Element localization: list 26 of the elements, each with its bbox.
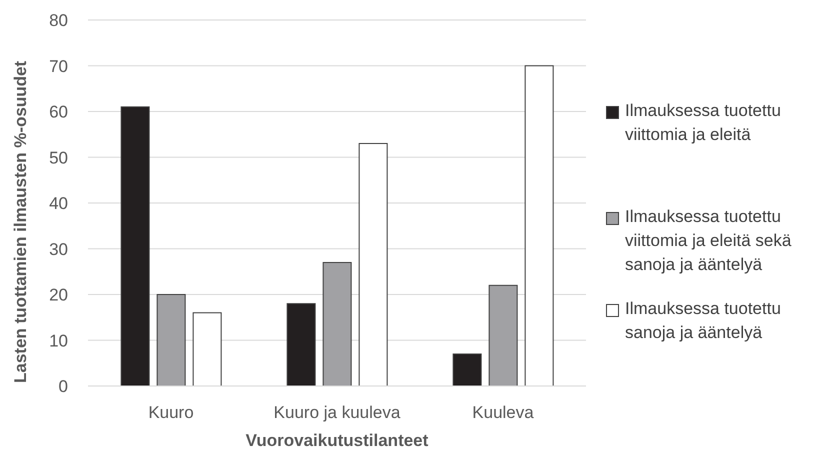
bar [322,262,352,386]
bar [488,284,518,386]
y-tick-label: 50 [49,148,68,168]
y-tick-label: 30 [49,240,68,259]
x-tick-label: Kuuleva [472,403,534,422]
bar [358,143,388,386]
bar [286,303,316,386]
legend-label: Ilmauksessa tuotettu viittomia ja eleitä [625,100,782,146]
y-tick-label: 60 [49,102,68,122]
bar [120,106,150,386]
y-axis-title: Lasten tuottamien ilmausten %-osuudet [11,60,30,383]
y-tick-label: 20 [49,286,68,305]
y-tick-label: 0 [58,377,68,396]
x-tick-label: Kuuro ja kuuleva [274,403,401,422]
bar [156,294,186,386]
y-tick-label: 70 [49,56,68,76]
x-axis-title: Vuorovaikutustilanteet [246,431,429,450]
y-tick-label: 10 [49,331,68,350]
y-tick-label: 40 [49,194,68,214]
legend-label: Ilmauksessa tuotettu viittomia ja eleitä sekä sanoja ja ääntelyä [625,206,792,276]
x-tick-label: Kuuro [148,403,194,422]
legend-label: Ilmauksessa tuotettu sanoja ja ääntelyä [625,298,782,344]
bar [452,353,482,386]
y-tick-label: 80 [49,11,68,30]
bar [524,65,554,386]
bar [192,312,222,386]
